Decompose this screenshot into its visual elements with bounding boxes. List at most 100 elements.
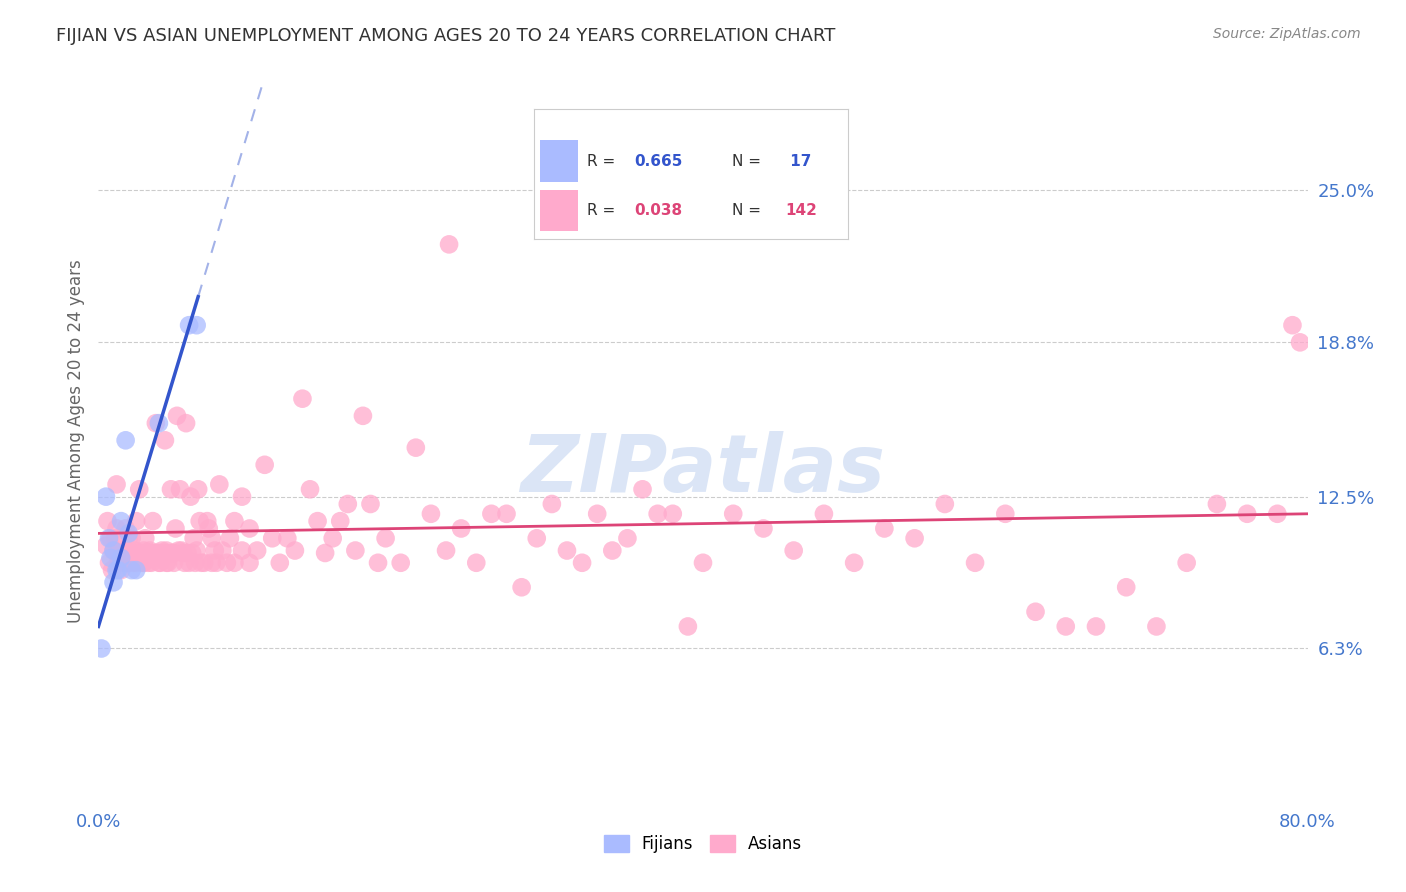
Point [114,543,136,558]
Point [904,531,927,545]
Point [100,531,122,545]
Point [1054,619,1077,633]
Point [163,556,186,570]
Point [197,521,219,535]
Point [186,318,208,333]
Point [1144,619,1167,633]
Point [122,556,145,570]
Point [94,539,117,553]
Point [176,546,198,560]
Point [96,514,118,528]
Point [752,521,775,535]
Point [141,556,163,570]
Point [149,556,172,570]
Point [112,556,135,570]
Point [172,546,194,560]
Point [314,546,336,560]
Point [540,497,562,511]
Point [121,563,143,577]
Point [208,477,231,491]
Point [115,556,138,570]
Point [124,543,146,558]
Point [1289,335,1312,350]
Point [179,318,201,333]
Point [188,514,211,528]
Point [405,441,427,455]
Point [136,556,159,570]
Point [276,531,298,545]
Point [118,531,141,545]
Text: FIJIAN VS ASIAN UNEMPLOYMENT AMONG AGES 20 TO 24 YEARS CORRELATION CHART: FIJIAN VS ASIAN UNEMPLOYMENT AMONG AGES … [56,27,835,45]
Point [103,575,125,590]
Point [94,490,117,504]
Point [150,543,173,558]
Point [205,556,228,570]
Point [167,543,190,558]
Point [170,543,193,558]
Point [437,237,460,252]
Point [661,507,683,521]
Point [211,543,233,558]
Point [420,507,443,521]
Point [142,514,165,528]
Point [134,531,156,545]
Point [284,543,307,558]
Point [121,546,143,560]
Point [1267,507,1289,521]
Point [676,619,699,633]
Point [105,477,128,491]
Point [215,556,238,570]
Point [262,531,284,545]
Point [965,556,987,570]
Point [110,546,132,560]
Text: Source: ZipAtlas.com: Source: ZipAtlas.com [1213,27,1361,41]
Point [141,546,163,560]
Point [224,556,246,570]
Point [510,580,533,594]
Point [692,556,714,570]
Point [131,556,153,570]
Point [1281,318,1303,333]
Point [98,556,121,570]
Point [180,490,202,504]
Point [127,546,149,560]
Point [103,543,125,558]
Point [181,546,204,560]
Point [201,531,224,545]
Point [231,490,253,504]
Point [813,507,835,521]
Point [253,458,276,472]
Point [110,563,132,577]
Point [118,556,141,570]
Point [179,556,201,570]
Point [1115,580,1137,594]
Point [104,531,127,545]
Point [162,546,184,560]
Point [159,546,181,560]
Point [186,543,208,558]
Point [219,531,242,545]
Point [1175,556,1198,570]
Point [631,483,654,497]
Point [1236,507,1258,521]
Point [336,497,359,511]
Point [195,514,218,528]
Point [616,531,638,545]
Point [145,416,167,430]
Point [121,531,143,545]
Point [239,521,262,535]
Point [389,556,412,570]
Point [602,543,624,558]
Point [143,546,166,560]
Point [155,556,177,570]
Point [307,514,329,528]
Point [125,563,148,577]
Point [152,546,174,560]
Point [352,409,374,423]
Point [173,556,195,570]
Point [129,546,152,560]
Point [118,526,141,541]
Point [111,546,134,560]
Point [239,556,262,570]
Point [160,483,183,497]
